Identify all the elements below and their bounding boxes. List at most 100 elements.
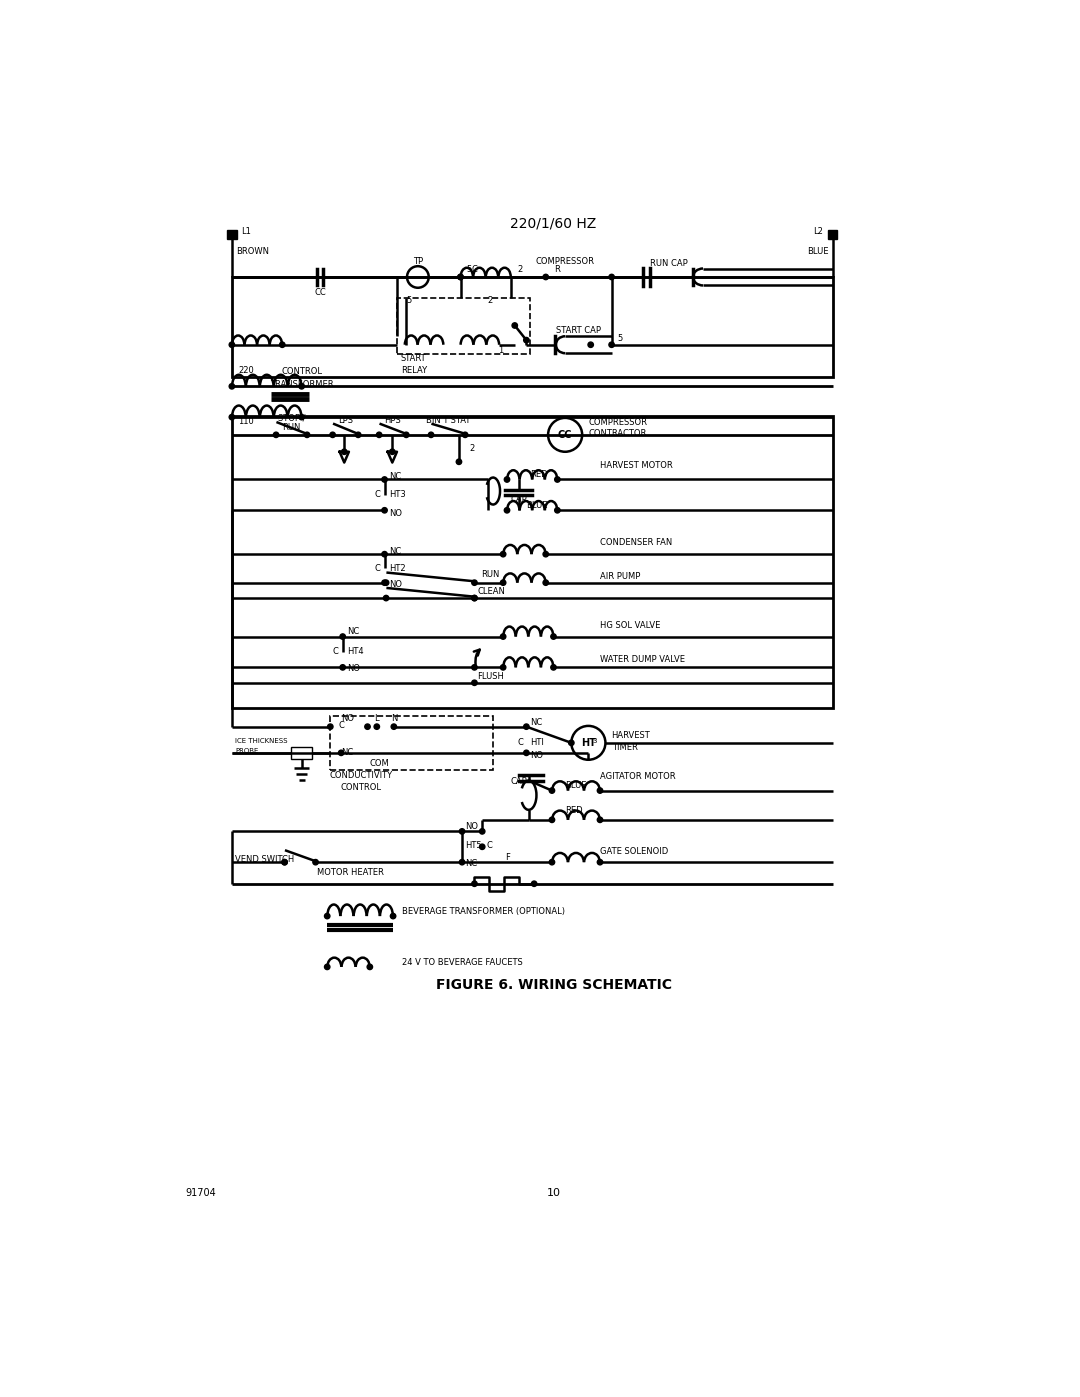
Text: CC: CC (314, 288, 326, 298)
Text: NO: NO (341, 714, 354, 724)
Circle shape (480, 844, 485, 849)
Circle shape (543, 552, 549, 557)
Text: L: L (375, 714, 379, 724)
Circle shape (480, 828, 485, 834)
Bar (828, 231, 837, 239)
Circle shape (229, 342, 234, 348)
Text: C: C (472, 265, 477, 274)
Circle shape (472, 680, 477, 686)
Text: CAP: CAP (511, 777, 528, 787)
Circle shape (313, 859, 319, 865)
Text: RUN: RUN (282, 423, 300, 432)
Circle shape (377, 432, 382, 437)
Text: STOP /: STOP / (278, 414, 306, 422)
Text: NO: NO (389, 509, 402, 518)
Text: BLUE: BLUE (807, 247, 828, 256)
Text: 2: 2 (517, 265, 523, 274)
Text: BLUE: BLUE (526, 502, 548, 510)
Circle shape (609, 342, 615, 348)
Circle shape (299, 415, 305, 420)
Text: CC: CC (558, 430, 572, 440)
Text: HPS: HPS (384, 416, 401, 426)
Text: NO: NO (348, 665, 361, 673)
Text: 220: 220 (238, 366, 254, 376)
Text: HARVEST MOTOR: HARVEST MOTOR (600, 461, 673, 471)
Text: FLUSH: FLUSH (477, 672, 504, 682)
Text: TP: TP (413, 257, 423, 265)
Circle shape (282, 859, 287, 865)
Circle shape (365, 724, 370, 729)
Circle shape (382, 580, 388, 585)
Text: HT5: HT5 (465, 841, 482, 849)
Text: PROBE: PROBE (235, 747, 258, 753)
Circle shape (324, 914, 329, 919)
Circle shape (500, 552, 505, 557)
Text: 24 V TO BEVERAGE FAUCETS: 24 V TO BEVERAGE FAUCETS (403, 958, 523, 967)
Text: 10: 10 (546, 1189, 561, 1199)
Circle shape (324, 964, 329, 970)
Circle shape (404, 432, 409, 437)
Text: C: C (374, 563, 380, 573)
Text: START CAP: START CAP (556, 327, 600, 335)
Text: NO: NO (465, 823, 478, 831)
Bar (232, 277, 833, 377)
Text: CONDUCTIVITY: CONDUCTIVITY (329, 771, 393, 781)
Circle shape (459, 859, 464, 865)
Text: F: F (505, 854, 511, 862)
Circle shape (273, 432, 279, 437)
Circle shape (390, 448, 395, 454)
Circle shape (550, 859, 555, 865)
Bar (232, 415, 833, 708)
Text: LPS: LPS (338, 416, 353, 426)
Circle shape (383, 595, 389, 601)
Text: NO: NO (389, 581, 402, 590)
Circle shape (458, 274, 463, 279)
Circle shape (340, 665, 346, 671)
Text: BIN T'STAT: BIN T'STAT (426, 416, 470, 426)
Text: 5: 5 (406, 296, 411, 305)
Text: RELAY: RELAY (401, 366, 427, 376)
Text: NC: NC (389, 472, 402, 481)
Text: NC: NC (341, 749, 353, 757)
Circle shape (280, 342, 285, 348)
Circle shape (391, 724, 396, 729)
Text: C: C (333, 647, 338, 657)
Text: C: C (374, 490, 380, 499)
Text: NC: NC (348, 627, 360, 637)
Circle shape (382, 476, 388, 482)
Circle shape (597, 788, 603, 793)
Text: BROWN: BROWN (235, 247, 269, 256)
Circle shape (500, 634, 505, 640)
Text: CONTROL: CONTROL (281, 367, 322, 376)
Text: HT: HT (581, 738, 596, 747)
Bar (227, 231, 237, 239)
Circle shape (568, 740, 575, 746)
Text: HT2: HT2 (389, 563, 406, 573)
Text: 5: 5 (617, 334, 622, 344)
Circle shape (609, 274, 615, 279)
Circle shape (282, 859, 287, 865)
Text: AGITATOR MOTOR: AGITATOR MOTOR (600, 773, 676, 781)
Circle shape (472, 882, 477, 887)
Text: GATE SOLENOID: GATE SOLENOID (600, 847, 669, 856)
Text: AIR PUMP: AIR PUMP (600, 571, 640, 581)
Circle shape (382, 507, 388, 513)
Circle shape (229, 384, 234, 388)
Circle shape (355, 432, 361, 437)
Circle shape (551, 634, 556, 640)
Circle shape (550, 817, 555, 823)
Text: RUN CAP: RUN CAP (650, 258, 688, 268)
Circle shape (374, 724, 379, 729)
Circle shape (555, 507, 561, 513)
Circle shape (382, 552, 388, 557)
Circle shape (383, 580, 389, 585)
Circle shape (500, 580, 505, 585)
Text: WATER DUMP VALVE: WATER DUMP VALVE (600, 655, 685, 664)
Text: HTI: HTI (530, 739, 544, 747)
Text: NO: NO (530, 752, 543, 760)
Circle shape (524, 724, 529, 729)
Text: HG SOL VALVE: HG SOL VALVE (600, 622, 660, 630)
Text: NC: NC (530, 718, 542, 726)
Text: 2: 2 (488, 296, 492, 305)
Circle shape (500, 665, 505, 671)
